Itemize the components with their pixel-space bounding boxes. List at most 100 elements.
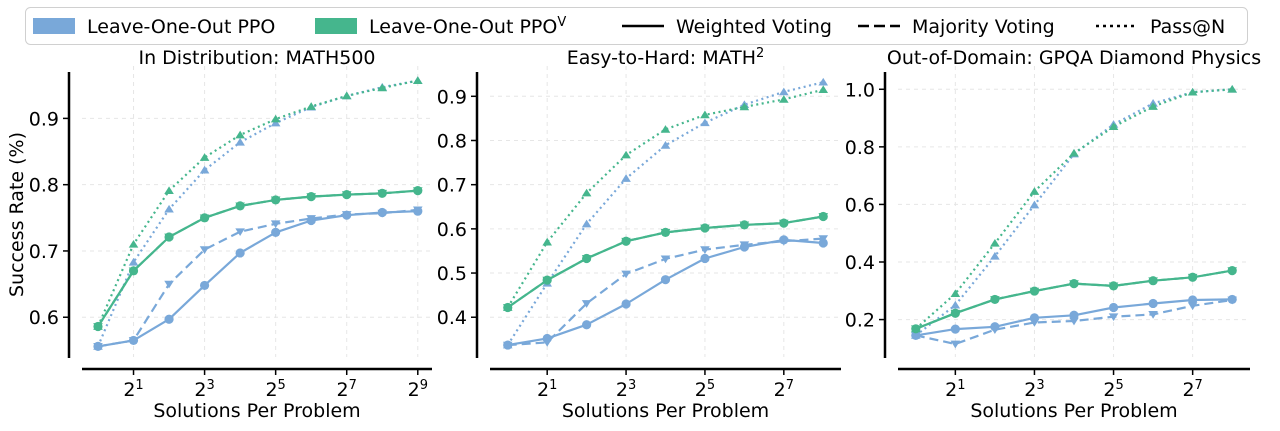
series-weighted-voting-ppo [503, 235, 828, 350]
data-point-triangle-up [779, 87, 789, 96]
data-point-triangle-down [270, 220, 281, 229]
data-point-triangle-up [910, 331, 921, 339]
data-point-triangle-down [1108, 282, 1119, 291]
data-point-triangle-up [950, 300, 961, 309]
series-pass-n-ppov [910, 84, 1238, 333]
series-weighted-voting-ppo [911, 294, 1237, 341]
grid [490, 66, 841, 357]
data-point-triangle-up [660, 141, 671, 149]
series-line [97, 189, 418, 328]
data-point-triangle-down [621, 237, 631, 246]
data-point-circle [1069, 310, 1079, 320]
data-point-triangle-up [128, 240, 139, 248]
series-majority-voting-ppov [502, 213, 829, 312]
data-point-triangle-down [1227, 296, 1238, 305]
y-tick-label: 0.6 [437, 219, 467, 241]
data-point-triangle-up [1187, 87, 1198, 96]
data-point-triangle-down [1148, 311, 1158, 319]
data-point-triangle-down [128, 337, 139, 345]
data-point-triangle-down [779, 219, 789, 228]
x-tick-label: 25 [695, 378, 715, 402]
y-tick-label: 0.7 [437, 175, 467, 197]
data-point-triangle-down [950, 340, 961, 349]
chart-panel-3: 0.2 0.4 0.6 0.8 1.0 21 23 25 27 Out-of-Domain: GP… [845, 47, 1261, 422]
data-point-triangle-up [93, 322, 103, 330]
data-point-triangle-up [270, 118, 281, 127]
data-point-triangle-down [542, 339, 552, 347]
series-pass-n-ppov [93, 76, 423, 330]
data-point-triangle-up [660, 125, 671, 133]
data-point-triangle-down [199, 246, 210, 254]
chart-panels: 0.6 0.7 0.8 0.9 21 23 25 27 29 In Distribution: M… [6, 46, 1261, 423]
series-majority-voting-ppo [502, 235, 829, 350]
series-line [97, 208, 418, 348]
data-point-triangle-up [621, 150, 631, 159]
y-tick-label: 0.8 [845, 137, 875, 159]
data-point-circle [660, 275, 671, 285]
data-point-triangle-down [990, 326, 1000, 334]
y-tick-label: 0.9 [437, 86, 467, 108]
data-point-triangle-up [700, 118, 710, 127]
data-point-triangle-down [1069, 280, 1079, 288]
y-tick-label: 0.2 [845, 310, 875, 332]
data-point-triangle-down [581, 255, 592, 263]
data-point-triangle-up [93, 342, 103, 350]
data-point-triangle-down [235, 202, 245, 211]
legend-label-2: Weighted Voting [676, 16, 832, 38]
data-point-triangle-down [412, 187, 423, 195]
panel-title: Out-of-Domain: GPQA Diamond Physics [887, 47, 1261, 69]
x-tick-label: 25 [1103, 378, 1123, 402]
data-point-triangle-down [377, 209, 388, 218]
data-point-triangle-up [306, 102, 316, 110]
data-point-circle [199, 280, 210, 291]
data-point-triangle-up [700, 110, 710, 119]
data-point-circle [700, 253, 710, 264]
series-line [915, 269, 1233, 330]
data-point-triangle-up [377, 83, 388, 92]
data-point-triangle-down [164, 280, 174, 289]
data-point-triangle-down [818, 235, 829, 243]
data-point-triangle-down [581, 300, 592, 308]
data-point-triangle-up [621, 174, 631, 182]
data-point-triangle-up [779, 95, 789, 103]
series-line [97, 189, 418, 328]
series-weighted-voting-ppov [93, 186, 423, 332]
data-point-triangle-down [542, 276, 552, 285]
data-point-triangle-up [990, 251, 1000, 260]
legend-label-4: Pass@N [1150, 16, 1225, 38]
data-point-triangle-down [818, 213, 829, 221]
y-tick-label: 0.4 [845, 252, 875, 274]
chart-panel-1: 0.6 0.7 0.8 0.9 21 23 25 27 29 In Distribution: M… [6, 47, 432, 422]
legend-label-1: Leave-One-Out PPOV [369, 15, 566, 39]
data-point-triangle-down [739, 221, 750, 230]
data-point-triangle-down [739, 241, 750, 250]
data-point-triangle-down [164, 233, 174, 242]
data-point-circle [950, 324, 960, 334]
data-point-triangle-up [739, 102, 750, 111]
x-tick-label: 23 [1024, 378, 1044, 402]
data-point-circle [271, 227, 281, 237]
series-pass-n-ppo [502, 77, 829, 349]
data-point-triangle-up [950, 289, 961, 298]
x-axis-label: Solutions Per Problem [153, 400, 360, 422]
y-tick-label: 0.5 [437, 263, 467, 285]
data-point-triangle-down [1187, 302, 1198, 311]
data-point-triangle-up [128, 257, 139, 266]
data-point-triangle-up [199, 165, 210, 174]
data-point-triangle-down [341, 211, 352, 219]
y-tick-label: 1.0 [845, 79, 875, 101]
data-point-triangle-up [910, 324, 921, 333]
data-point-triangle-up [164, 186, 174, 194]
y-tick-label: 0.6 [845, 194, 875, 216]
y-tick-label: 0.7 [29, 241, 59, 263]
data-point-triangle-down [128, 267, 139, 276]
series-line [507, 237, 824, 347]
data-point-triangle-down [621, 270, 631, 279]
x-tick-label: 23 [616, 378, 636, 402]
series-line [915, 88, 1233, 330]
data-point-circle [164, 314, 174, 324]
data-point-triangle-up [502, 303, 513, 311]
x-tick-label: 25 [265, 378, 285, 402]
data-point-triangle-down [779, 237, 789, 246]
data-point-triangle-up [502, 340, 513, 349]
